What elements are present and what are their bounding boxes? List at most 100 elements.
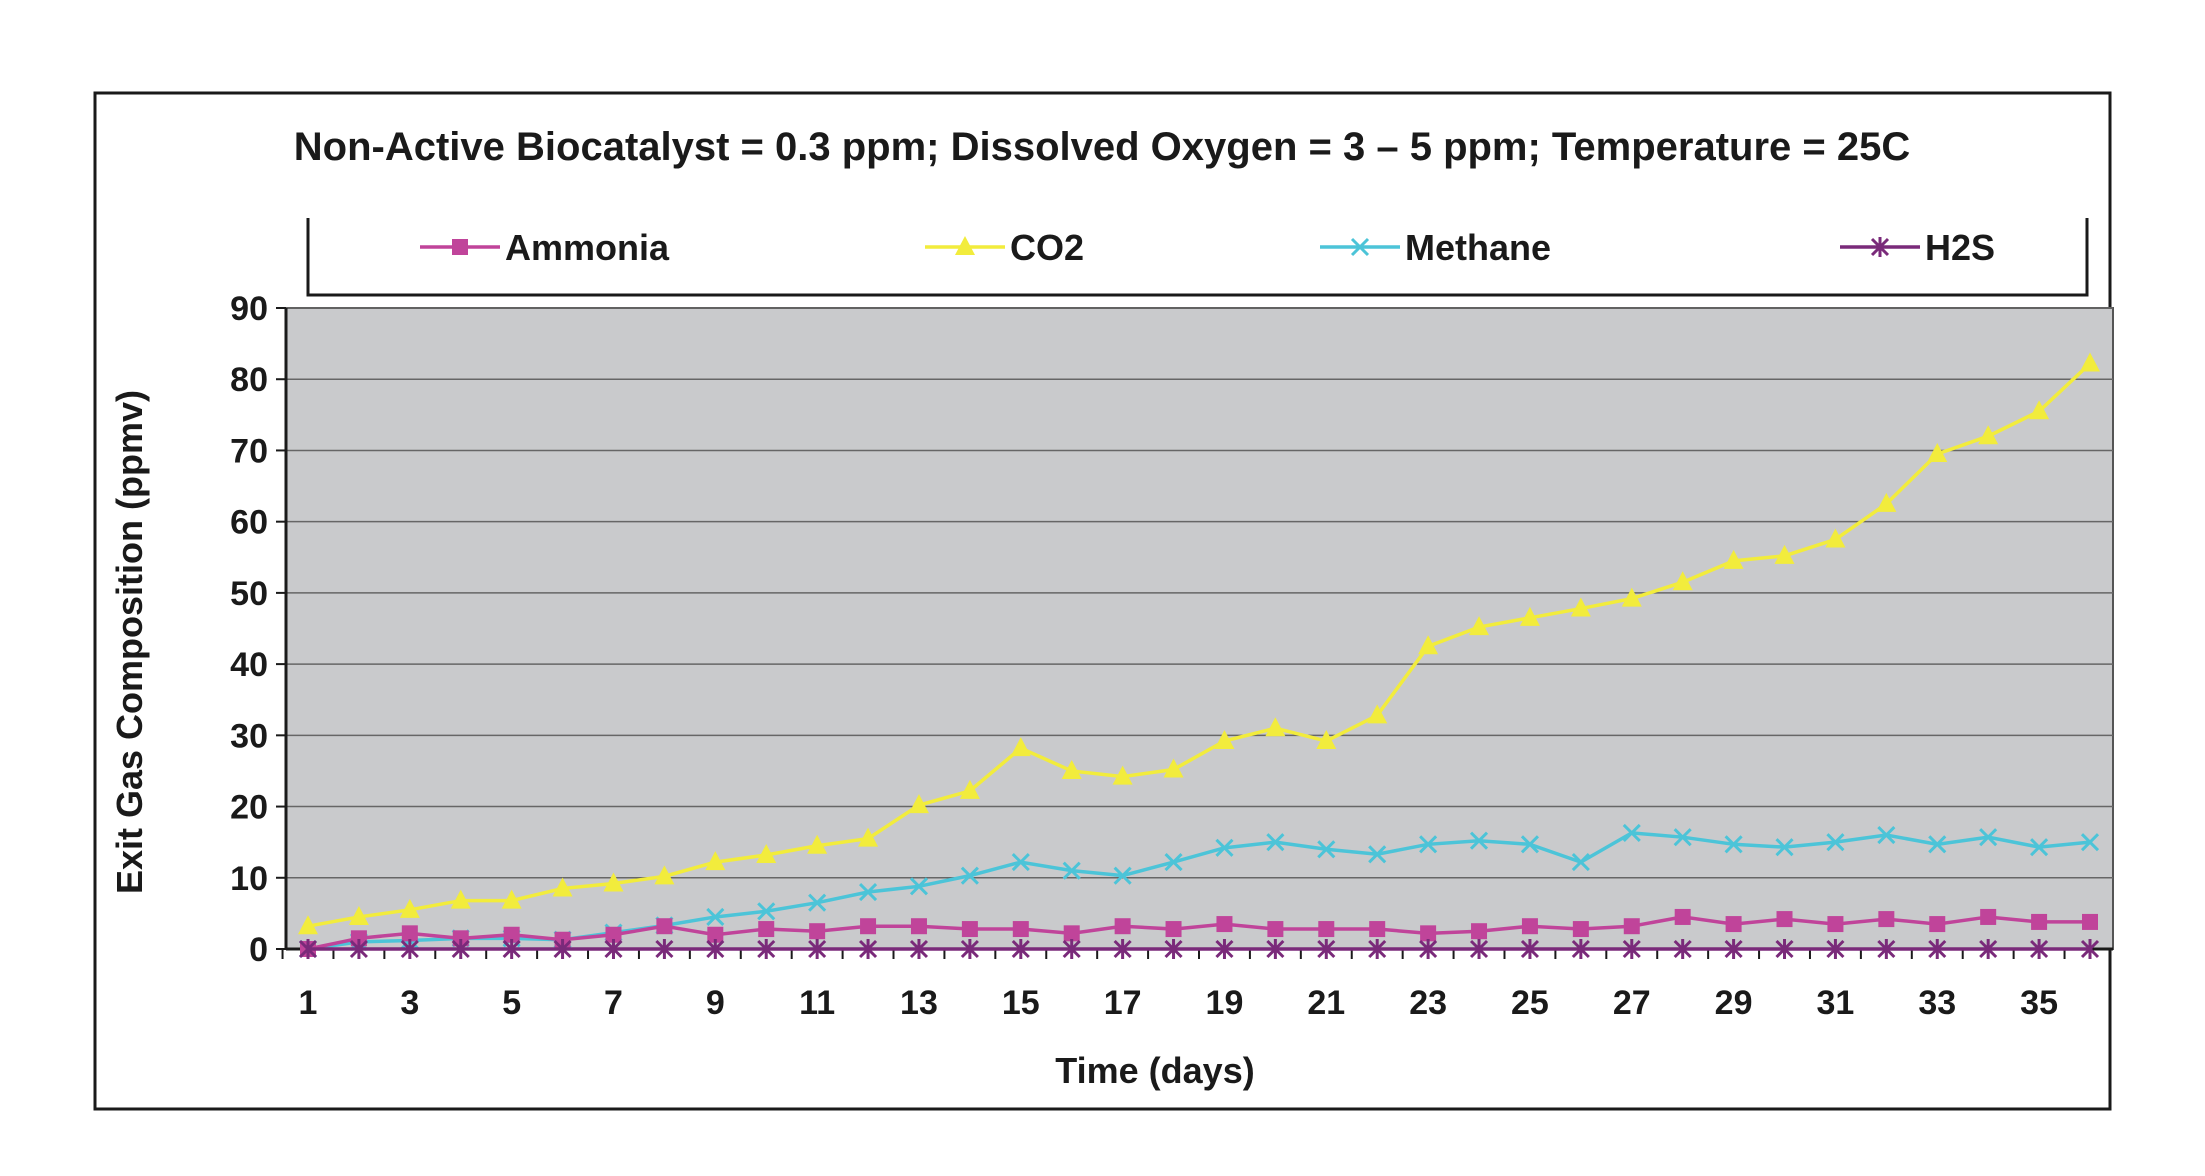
data-point-h2s [2080,939,2100,959]
x-tick-label: 23 [1409,984,1447,1022]
data-point-co2 [1010,737,1031,757]
data-point-ammonia [1267,921,1284,938]
data-point-h2s [400,939,419,959]
data-point-h2s [451,939,470,959]
y-tick-label: 50 [230,575,268,613]
series-co2 [298,352,2100,935]
data-point-methane [1062,861,1081,880]
legend-label-h2s: H2S [1925,227,1995,268]
data-point-ammonia [758,921,775,938]
y-tick-label: 0 [249,931,268,969]
data-point-h2s [1622,939,1641,959]
data-point-ammonia [401,925,418,942]
data-point-ammonia [350,930,367,947]
data-point-ammonia [1369,921,1386,938]
x-tick-label: 7 [604,984,623,1022]
data-point-ammonia [809,923,826,940]
data-point-methane [1317,840,1336,859]
data-point-co2 [348,905,369,925]
series-line-methane [307,831,2091,951]
x-tick-label: 19 [1206,984,1244,1022]
data-point-co2 [1774,544,1795,564]
data-point-co2 [603,872,624,892]
data-point-ammonia [707,926,724,943]
x-tick-label: 1 [299,984,318,1022]
data-point-h2s [757,939,776,959]
x-tick-label: 31 [1817,984,1855,1022]
data-point-ammonia [961,921,978,938]
x-tick-label: 15 [1002,984,1040,1022]
data-point-h2s [1673,939,1692,959]
legend: Ammonia CO2 Methane H2S [420,227,1995,268]
data-point-co2 [1876,492,1897,512]
data-point-co2 [1418,635,1439,655]
data-point-h2s [706,939,725,959]
chart-title: Non-Active Biocatalyst = 0.3 ppm; Dissol… [294,125,1910,169]
data-point-co2 [1978,425,1999,445]
data-point-co2 [1163,758,1184,778]
x-tick-label: 21 [1307,984,1345,1022]
legend-label-ammonia: Ammonia [505,227,670,268]
series-group [298,352,2100,959]
data-point-methane [706,907,725,927]
y-tick-label: 10 [230,860,268,898]
data-point-methane [1673,828,1692,847]
x-tick-label: 17 [1104,984,1142,1022]
data-point-ammonia [2031,913,2048,930]
data-point-ammonia [1674,908,1691,925]
data-point-co2 [1519,606,1540,626]
x-tick-label: 13 [900,984,938,1022]
data-point-co2 [705,851,726,871]
data-point-h2s [1979,939,1998,959]
data-point-h2s [1164,939,1183,959]
data-point-methane [1164,853,1183,872]
legend-item-ammonia: Ammonia [420,227,670,268]
data-point-ammonia [1980,908,1997,925]
legend-label-methane: Methane [1405,227,1551,268]
data-point-co2 [1061,759,1082,779]
data-point-h2s [1113,939,1132,959]
data-point-co2 [501,889,522,909]
x-tick-label: 9 [706,984,725,1022]
data-point-h2s [1011,939,1030,959]
data-point-co2 [2029,400,2050,420]
data-point-ammonia [1827,916,1844,933]
data-point-h2s [1520,939,1540,959]
legend-label-co2: CO2 [1010,227,1084,268]
y-axis-ticks: 0 10 20 30 40 50 60 70 80 90 [230,290,286,969]
data-point-ammonia [1318,921,1335,938]
data-point-co2 [1112,765,1133,785]
data-point-ammonia [1776,911,1793,928]
series-line-co2 [307,362,2092,928]
data-point-h2s [1317,939,1336,959]
data-point-co2 [1723,549,1744,569]
data-point-methane [1928,835,1947,854]
legend-marker-co2 [955,236,975,255]
data-point-methane [757,902,776,921]
data-point-ammonia [1165,921,1182,938]
data-point-h2s [553,939,572,959]
data-point-co2 [1621,587,1642,607]
data-point-co2 [858,827,879,847]
data-point-co2 [1367,704,1388,724]
data-point-h2s [858,939,878,959]
data-point-methane [1419,835,1438,854]
data-point-methane [2080,833,2100,852]
data-point-h2s [1062,939,1081,959]
data-point-ammonia [605,926,622,943]
data-point-ammonia [656,918,673,935]
data-point-methane [960,866,979,885]
data-point-h2s [960,939,979,959]
data-point-co2 [552,877,573,897]
data-point-ammonia [452,930,469,947]
data-point-methane [1571,853,1590,872]
data-point-co2 [1570,597,1591,617]
data-point-h2s [1775,939,1794,959]
x-axis-title: Time (days) [1055,1050,1254,1091]
data-point-co2 [1672,571,1693,591]
x-tick-label: 27 [1613,984,1651,1022]
data-point-ammonia [1063,925,1080,942]
data-point-ammonia [1521,918,1538,935]
data-point-methane [1215,838,1234,857]
data-point-h2s [1215,939,1234,959]
